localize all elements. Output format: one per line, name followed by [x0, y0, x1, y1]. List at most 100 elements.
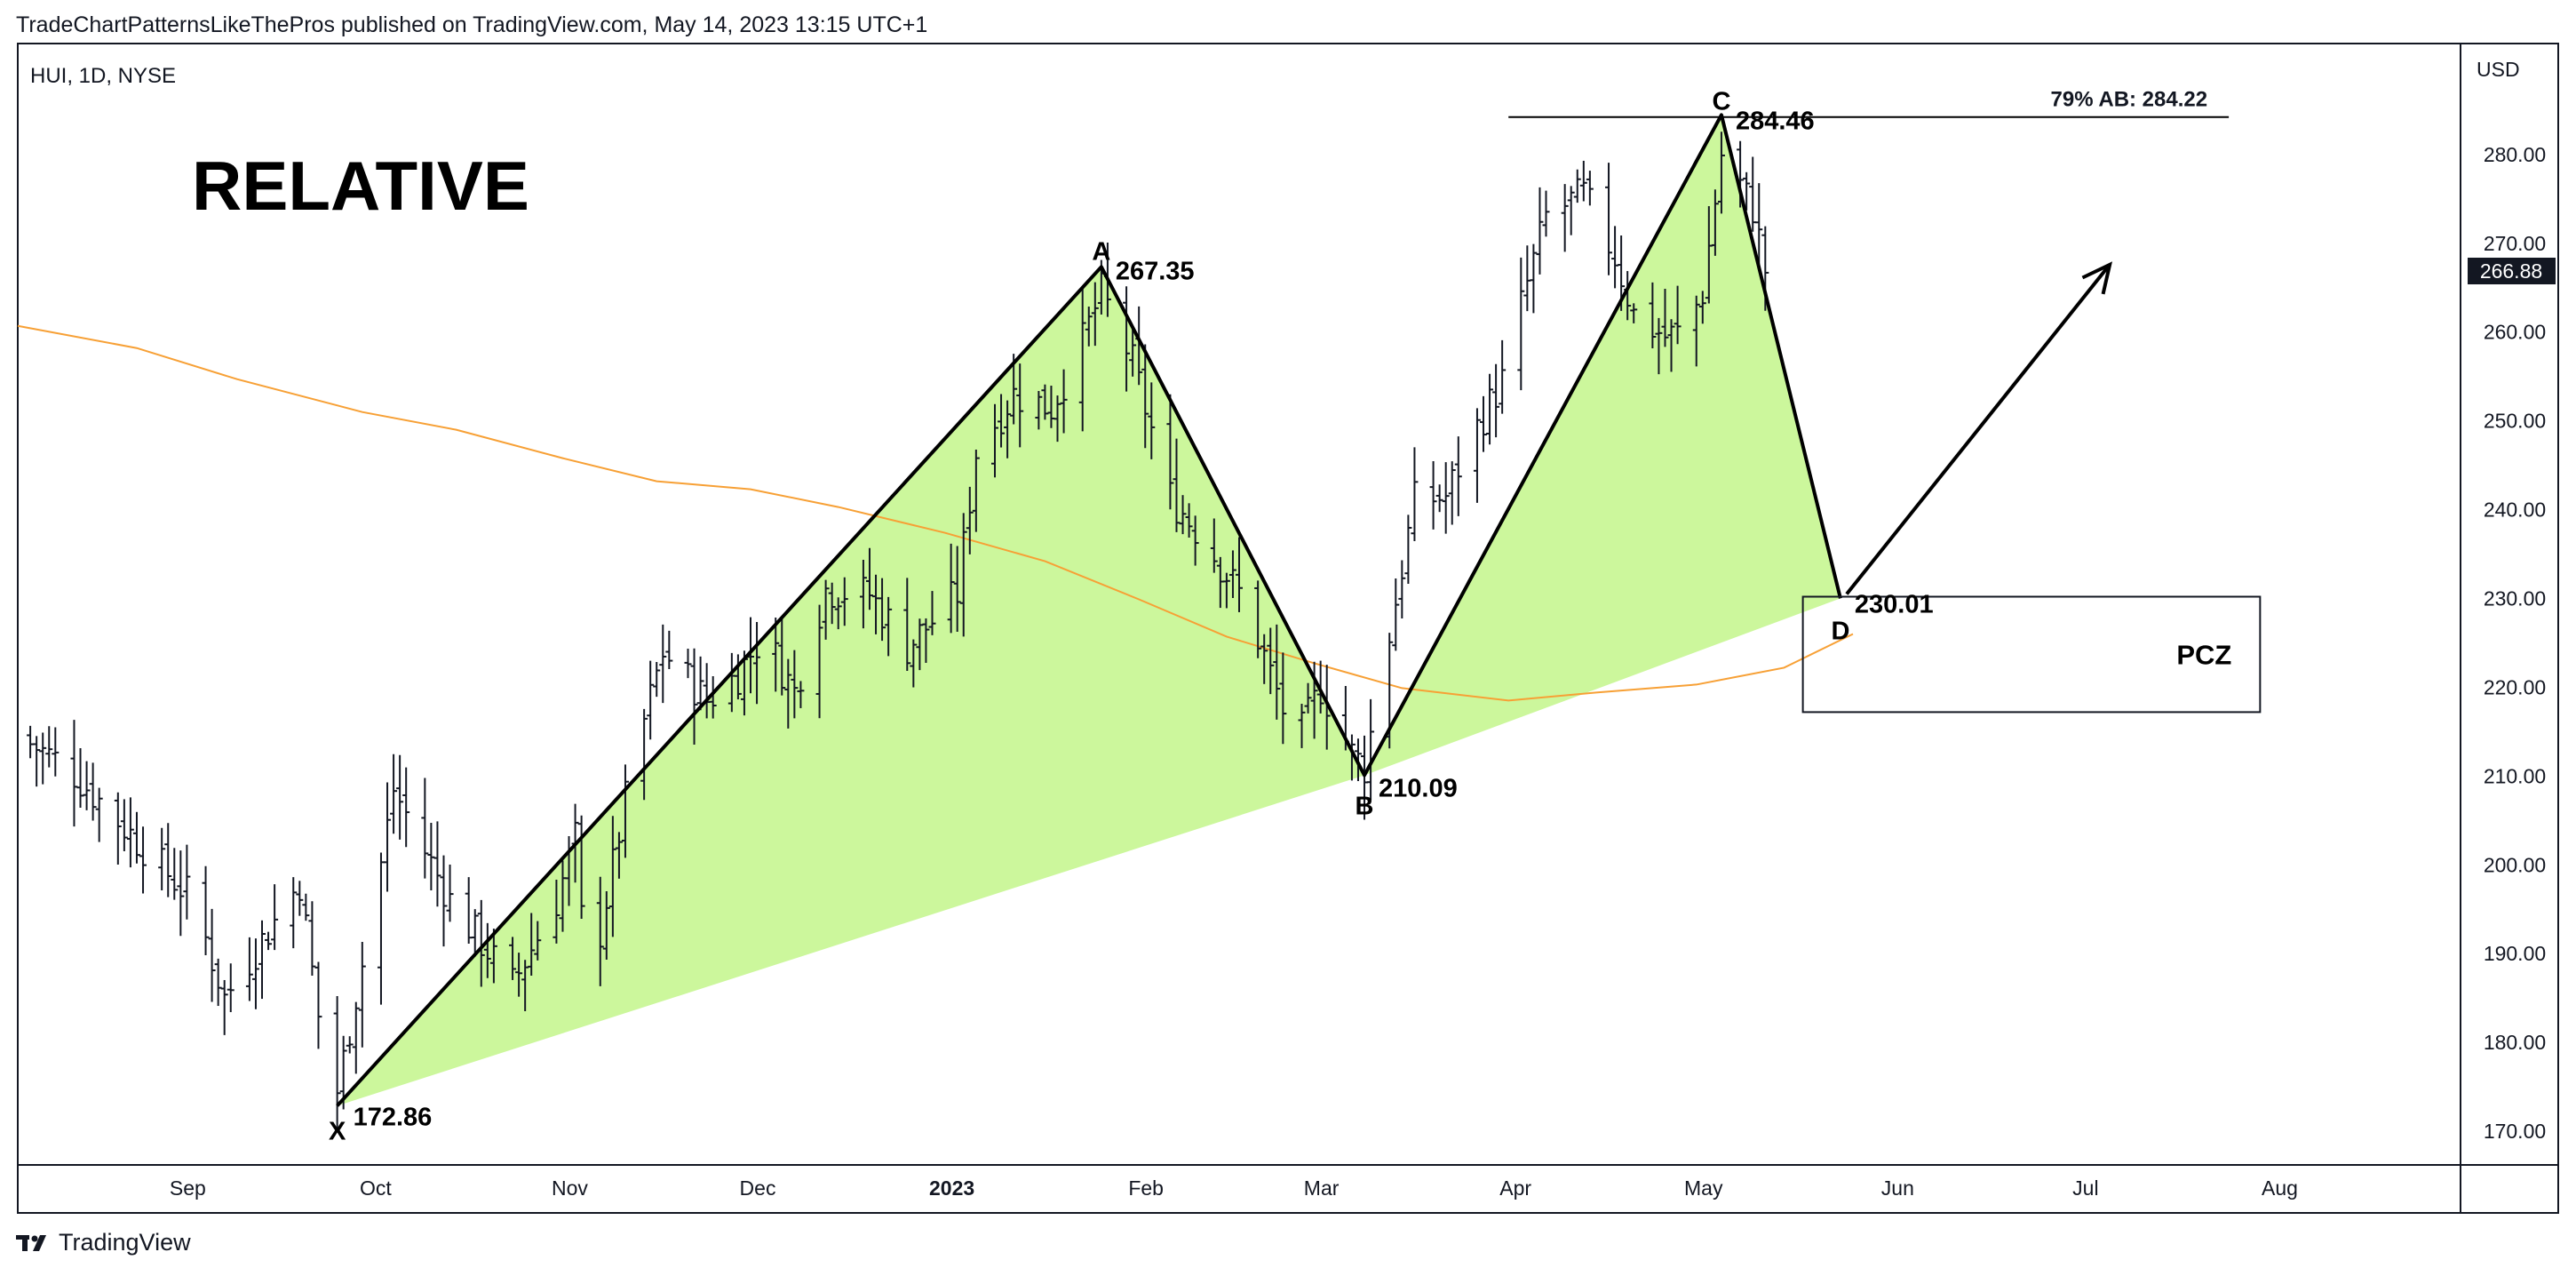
ohlc-bar: [1605, 163, 1613, 275]
projection-arrow-shaft: [1845, 263, 2111, 595]
xab-triangle-fill: [337, 267, 1365, 1106]
ohlc-bar: [753, 622, 761, 705]
ohlc-bar: [879, 578, 886, 642]
ohlc-bar: [922, 618, 930, 663]
ohlc-bar: [778, 618, 786, 696]
ohlc-bar: [1267, 627, 1275, 695]
ohlc-bar: [177, 850, 185, 937]
xabcd-pattern-path: [336, 113, 1842, 1107]
ohlc-bar: [208, 908, 216, 1002]
point-x-price: 172.86: [354, 1103, 433, 1131]
ohlc-bar: [1611, 226, 1619, 289]
ohlc-bar: [608, 816, 616, 937]
ohlc-bar: [139, 826, 147, 894]
point-c-price: 284.46: [1736, 107, 1815, 135]
ohlc-bar: [1392, 578, 1400, 651]
ohlc-bar: [1454, 436, 1462, 516]
pcz-box: [1801, 595, 2262, 714]
ohlc-bar: [828, 582, 836, 625]
ohlc-bar: [528, 913, 536, 977]
ohlc-bar: [52, 727, 60, 777]
ohlc-bar: [45, 726, 53, 768]
x-tick-label: Oct: [360, 1176, 392, 1200]
ohlc-bar: [1004, 400, 1012, 459]
ohlc-bar: [885, 596, 893, 657]
moving-average-line: [17, 324, 1854, 702]
x-tick-label: Apr: [1499, 1176, 1531, 1200]
ohlc-bar: [83, 761, 91, 810]
ohlc-bar: [384, 782, 392, 892]
x-tick-label: Aug: [2262, 1176, 2298, 1200]
ohlc-bar: [859, 559, 867, 629]
ohlc-bar: [684, 648, 692, 679]
ohlc-bar: [772, 618, 780, 692]
annotation-title: RELATIVE: [192, 147, 529, 225]
ohlc-bar: [797, 681, 805, 708]
projection-arrow-head: [2081, 261, 2112, 295]
ohlc-bar: [358, 941, 366, 1048]
ohlc-bar: [183, 844, 191, 920]
ohlc-bar: [1536, 187, 1544, 275]
ohlc-bar: [696, 656, 704, 711]
ohlc-bar: [1398, 560, 1406, 619]
ohlc-bar: [1210, 518, 1218, 573]
x-tick-label: 2023: [929, 1176, 974, 1200]
ohlc-bar: [1755, 183, 1763, 267]
price-axis[interactable]: 280.00 270.00 260.00 250.00 240.00 230.00 220.…: [2468, 143, 2556, 1143]
ohlc-bar: [834, 597, 842, 630]
ohlc-bar: [1060, 369, 1068, 434]
ohlc-bar: [158, 827, 166, 891]
point-x-letter: X: [329, 1117, 346, 1145]
ohlc-bar: [1499, 339, 1507, 414]
ohlc-bar: [690, 648, 698, 745]
ohlc-bar: [1298, 704, 1306, 748]
ohlc-bars-layer: [27, 132, 1769, 1132]
ohlc-bar: [271, 884, 279, 951]
x-tick-label: Feb: [1128, 1176, 1164, 1200]
footer-brand: TradingView: [16, 1229, 191, 1256]
ohlc-bar: [27, 725, 35, 759]
time-axis[interactable]: Sep Oct Nov Dec 2023 Feb Mar Apr May Jun Jul Aug: [170, 1176, 2298, 1200]
ohlc-bar: [972, 449, 980, 532]
ohlc-bar: [308, 901, 316, 976]
ohlc-bar: [1129, 328, 1137, 377]
currency-label: USD: [2477, 58, 2520, 81]
point-d-price: 230.01: [1855, 590, 1934, 618]
ohlc-bar: [784, 658, 792, 729]
ohlc-bar: [534, 921, 542, 961]
ohlc-bar: [910, 639, 918, 688]
ohlc-bar: [1304, 682, 1312, 714]
ohlc-bar: [1655, 317, 1663, 375]
moving-average-layer: [17, 324, 1854, 702]
ohlc-bar: [220, 979, 228, 1035]
y-tick-label: 170.00: [2484, 1120, 2546, 1143]
ohlc-bar: [1561, 184, 1569, 252]
ohlc-bar: [1667, 319, 1675, 372]
ohlc-bar: [265, 931, 273, 951]
ohlc-bar: [553, 879, 561, 944]
point-a-letter: A: [1092, 237, 1110, 266]
ohlc-bar: [1473, 408, 1481, 503]
ohlc-bar: [640, 708, 648, 801]
ohlc-bar: [1517, 257, 1525, 391]
ohlc-bar: [1228, 550, 1236, 598]
ohlc-bar: [120, 799, 128, 851]
ohlc-bar: [70, 720, 78, 827]
pcz-label: PCZ: [2176, 639, 2231, 670]
ohlc-bar: [1698, 291, 1706, 324]
ohlc-bar: [647, 660, 655, 740]
ohlc-bar: [602, 891, 610, 960]
ohlc-bar: [489, 929, 497, 984]
y-tick-label: 270.00: [2484, 232, 2546, 255]
ohlc-bar: [377, 852, 385, 1005]
ohlc-bar: [903, 578, 911, 671]
ohlc-bar: [596, 876, 604, 986]
ohlc-bar: [1141, 344, 1149, 449]
ohlc-bar: [1236, 537, 1243, 612]
chart-frame: [17, 43, 2559, 1214]
ohlc-bar: [1254, 580, 1262, 658]
ohlc-bar: [509, 937, 517, 980]
ohlc-bar: [1649, 282, 1657, 349]
ohlc-bar: [1273, 624, 1281, 720]
